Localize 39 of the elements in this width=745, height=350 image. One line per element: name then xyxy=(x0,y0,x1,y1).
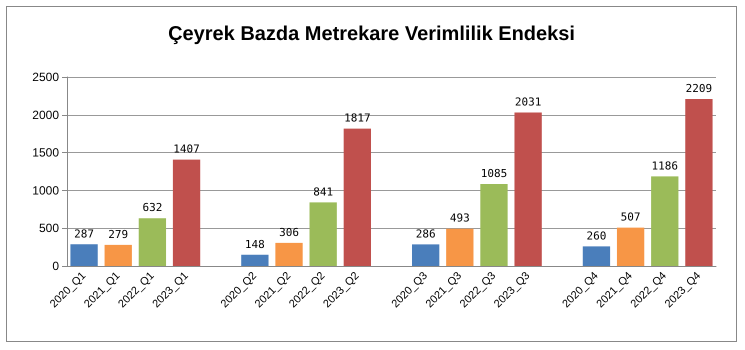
data-label: 1407 xyxy=(173,142,200,156)
data-label: 260 xyxy=(586,229,606,242)
y-tick-label: 1000 xyxy=(32,183,60,198)
data-label: 1186 xyxy=(652,159,678,172)
y-tick-label: 1500 xyxy=(32,146,60,160)
data-label: 632 xyxy=(142,201,162,214)
bar xyxy=(480,184,508,266)
bar xyxy=(651,176,678,266)
bar xyxy=(685,99,713,266)
data-label: 279 xyxy=(108,228,128,241)
bar xyxy=(104,244,132,266)
bar xyxy=(582,246,610,266)
bar xyxy=(70,244,98,266)
y-tick-label: 2000 xyxy=(32,108,60,122)
y-tick-label: 2500 xyxy=(32,70,60,84)
y-tick-label: 0 xyxy=(52,259,60,273)
data-label: 507 xyxy=(620,210,641,224)
bar xyxy=(275,242,303,266)
chart-title: Çeyrek Bazda Metrekare Verimlilik Endeksi xyxy=(168,23,575,45)
data-label: 2209 xyxy=(686,82,712,95)
data-label: 493 xyxy=(450,212,470,225)
data-label: 287 xyxy=(74,227,94,240)
data-label: 2031 xyxy=(514,95,542,108)
data-label: 841 xyxy=(313,185,334,198)
data-label: 286 xyxy=(416,227,436,240)
bar xyxy=(138,218,166,266)
data-label: 1085 xyxy=(480,166,508,180)
bar xyxy=(241,254,269,266)
bar xyxy=(412,244,440,266)
data-label: 148 xyxy=(244,238,265,251)
data-label: 306 xyxy=(279,226,299,239)
bar xyxy=(344,128,372,266)
y-tick-label: 500 xyxy=(38,221,60,236)
bar xyxy=(172,160,200,266)
data-label: 1817 xyxy=(344,112,371,125)
bar xyxy=(616,228,644,266)
bar xyxy=(446,228,474,266)
bar xyxy=(514,112,542,266)
bar xyxy=(310,202,337,266)
